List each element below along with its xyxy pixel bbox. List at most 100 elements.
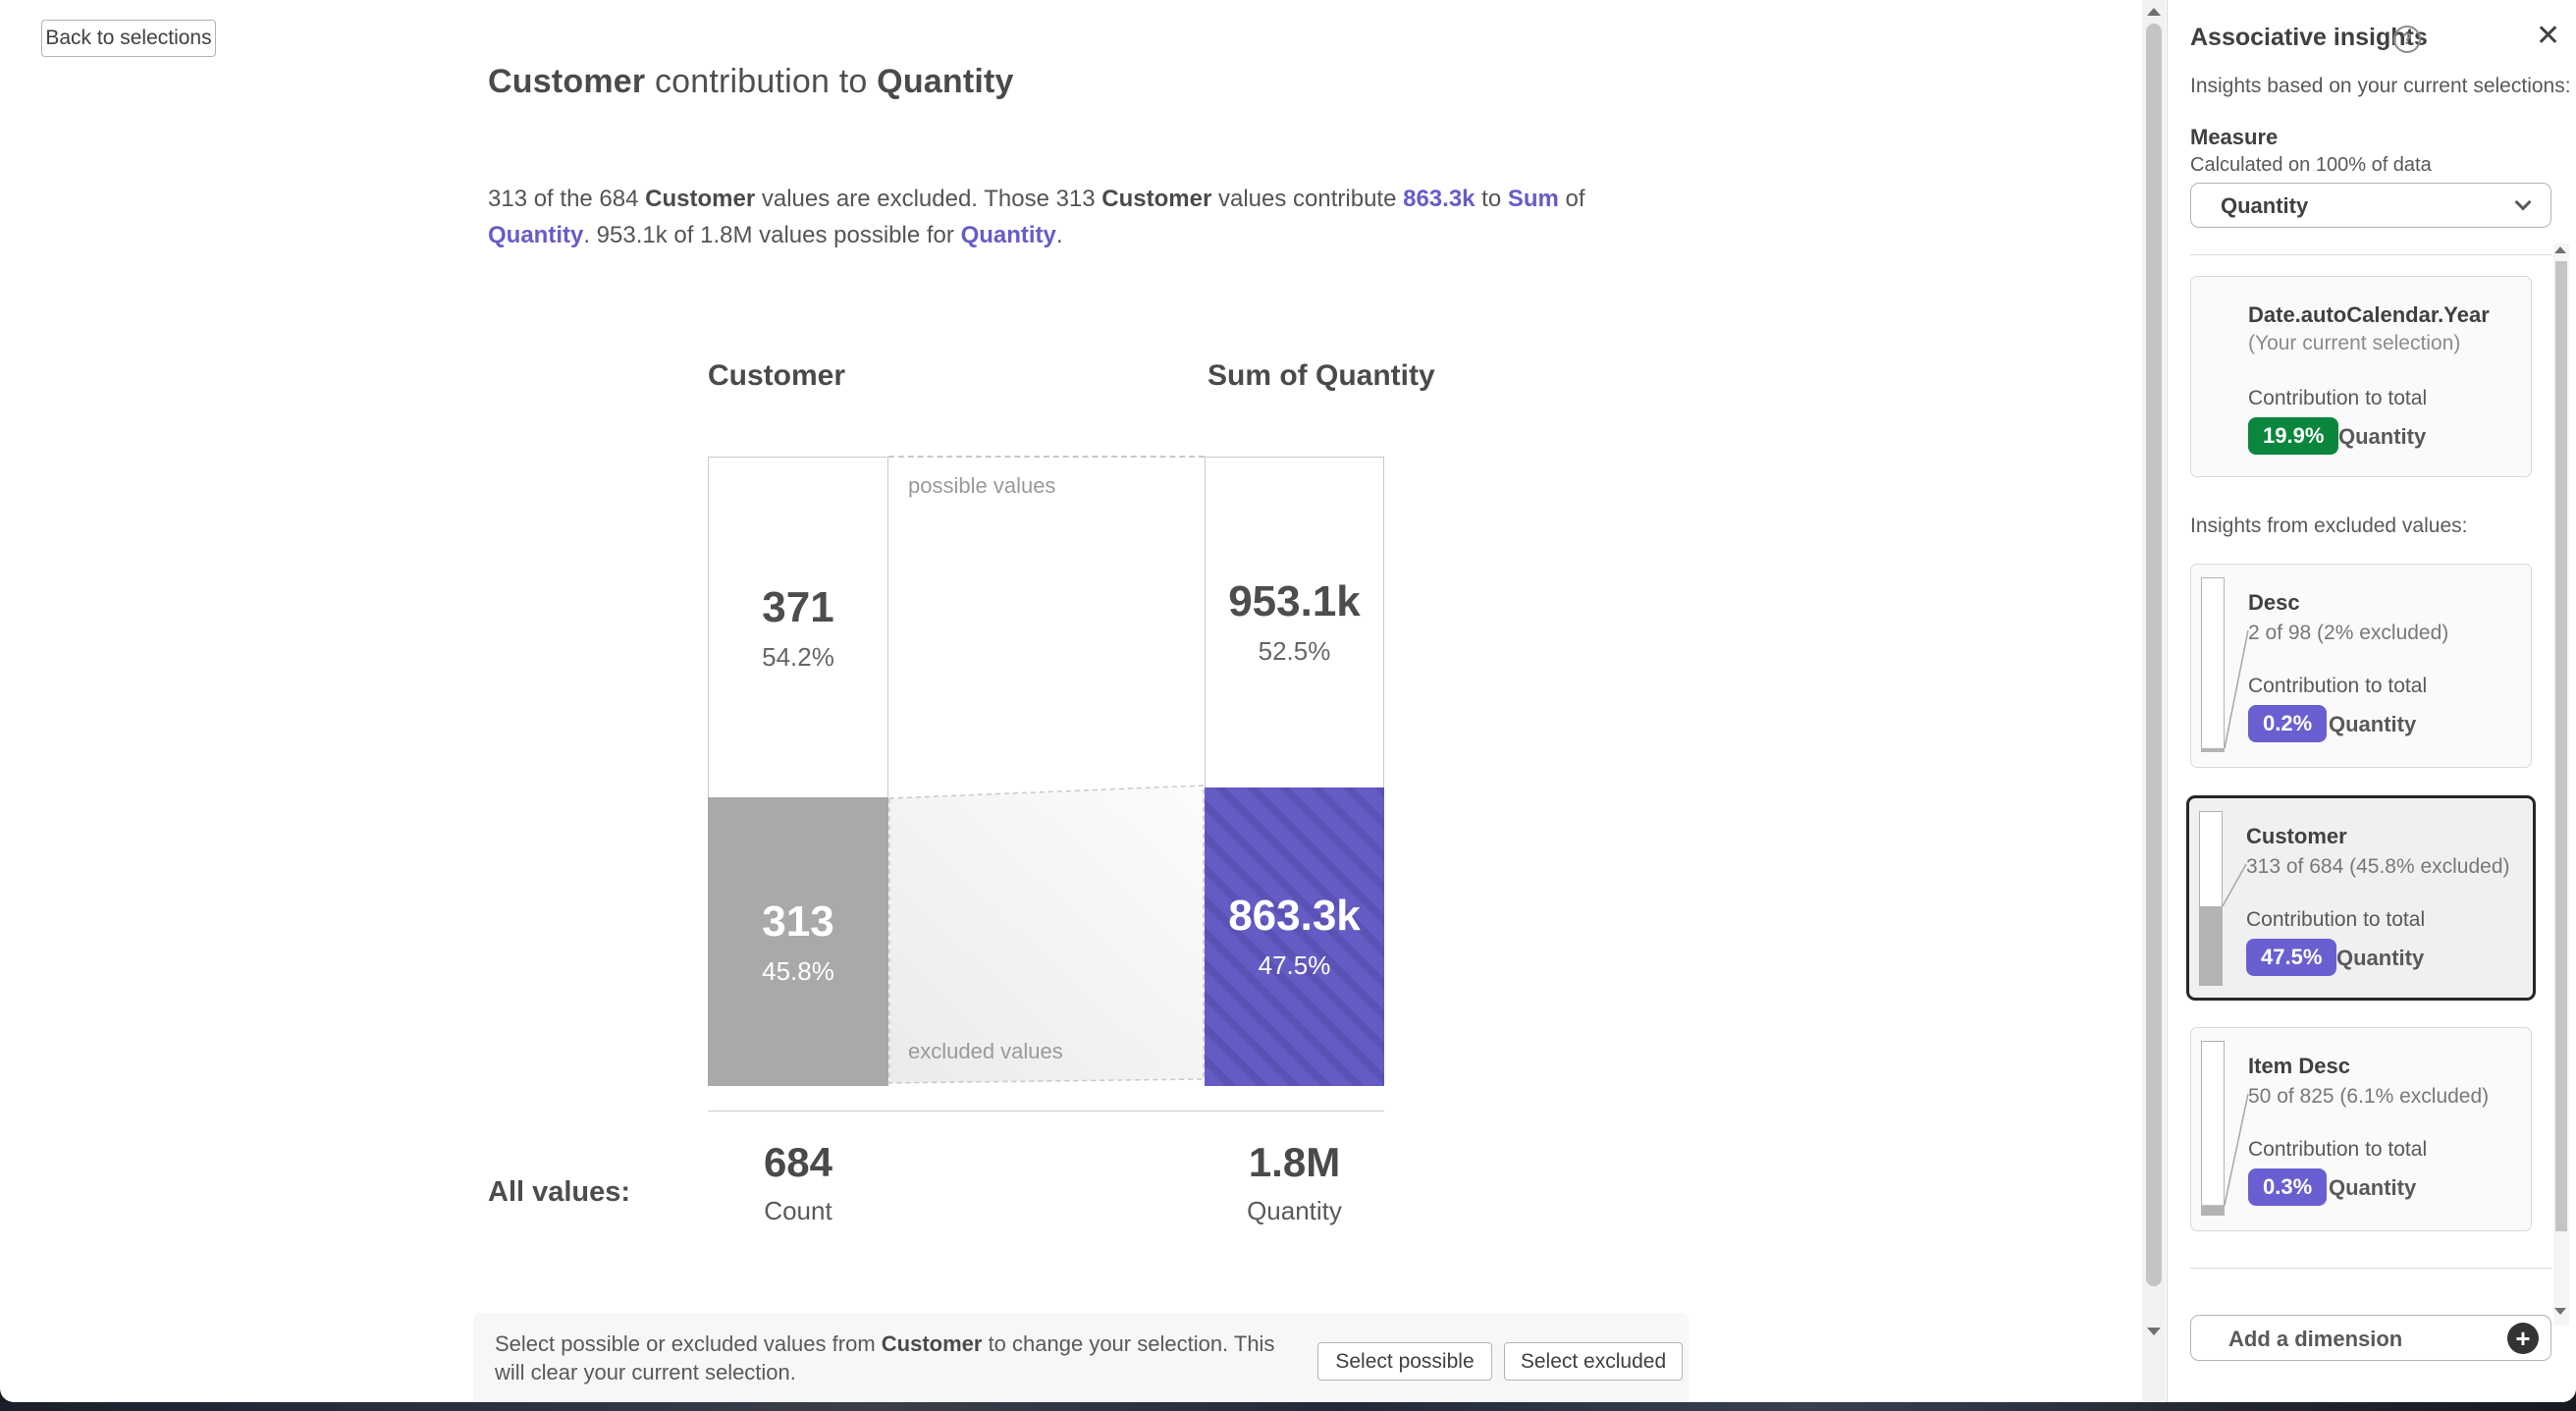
contribution-label: Contribution to total [2248,675,2428,697]
card-detail: 313 of 684 (45.8% excluded) [2246,855,2510,878]
contribution-label: Contribution to total [2246,908,2426,931]
title-dimension: Customer [488,63,646,100]
excluded-sum: 863.3k [1228,892,1361,941]
scrollbar-down-arrow[interactable] [2554,1308,2566,1315]
quantity-excluded-segment: 863.3k 47.5% [1205,787,1384,1086]
title-measure: Quantity [877,63,1014,100]
insight-card-item-desc[interactable]: Item Desc 50 of 825 (6.1% excluded) Cont… [2190,1027,2532,1231]
desc-text: 313 of the 684 [488,186,646,212]
add-dimension-label: Add a dimension [2228,1327,2403,1351]
chart-column-header-quantity: Sum of Quantity [1208,359,1435,392]
measure-label: Measure [2190,125,2279,149]
desc-text: . 953.1k of 1.8M values possible for [583,222,961,248]
card-measure-name: Quantity [2329,1175,2417,1200]
minibar-chart [2201,577,2249,752]
scrollbar-thumb[interactable] [2146,24,2162,1286]
card-measure-name: Quantity [2329,712,2417,736]
selection-hint-text: Select possible or excluded values from … [495,1330,1280,1386]
measure-subtext: Calculated on 100% of data [2190,154,2432,176]
contribution-label: Contribution to total [2248,1138,2428,1161]
scrollbar-up-arrow[interactable] [2554,246,2566,253]
desc-link-quantity[interactable]: Quantity [960,222,1056,248]
card-title: Desc [2248,590,2300,615]
all-values-label: All values: [488,1176,631,1208]
chart-column-header-customer: Customer [708,359,846,392]
desktop-background-strip [0,1402,2576,1411]
contribution-badge: 47.5% [2246,939,2337,976]
chevron-down-icon [2514,193,2532,211]
panel-title: Associative insights [2190,24,2428,51]
insight-card-customer-selected[interactable]: Customer 313 of 684 (45.8% excluded) Con… [2186,795,2536,1001]
contribution-label: Contribution to total [2248,387,2428,409]
contribution-badge: 0.2% [2248,705,2328,742]
selection-action-bar: Select possible or excluded values from … [473,1313,1689,1402]
measure-dropdown[interactable]: Quantity [2190,183,2551,228]
customer-excluded-segment: 313 45.8% [708,797,888,1086]
card-measure-name: Quantity [2338,424,2427,449]
card-measure-name: Quantity [2336,946,2425,970]
possible-values-label: possible values [908,473,1056,498]
excluded-values-label: excluded values [908,1039,1063,1063]
card-title: Date.autoCalendar.Year [2248,302,2490,327]
total-quantity-group: 1.8M Quantity [1205,1139,1384,1226]
panel-subtitle: Insights based on your current selection… [2190,75,2571,97]
insight-description: 313 of the 684 Customer values are exclu… [488,181,1622,253]
desc-link-value[interactable]: 863.3k [1403,186,1476,212]
minibar-chart [2201,1041,2249,1216]
card-title: Customer [2246,824,2347,848]
possible-percent: 54.2% [762,641,834,672]
insight-card-desc[interactable]: Desc 2 of 98 (2% excluded) Contribution … [2190,564,2532,768]
total-quantity-label: Quantity [1247,1196,1342,1225]
customer-possible-segment: 371 54.2% [708,457,888,798]
help-icon[interactable]: ? [2393,26,2421,53]
scrollbar-down-arrow[interactable] [2147,1328,2161,1335]
title-middle: contribution to [645,63,878,100]
insight-card-current-selection[interactable]: Date.autoCalendar.Year (Your current sel… [2190,276,2532,477]
possible-count: 371 [762,582,834,631]
minibar-chart [2199,811,2247,986]
plus-icon: + [2507,1323,2539,1354]
main-scrollbar[interactable] [2142,0,2166,1402]
panel-scrollbar[interactable] [2553,244,2569,1326]
desc-link-quantity[interactable]: Quantity [488,222,584,248]
excluded-insights-header: Insights from excluded values: [2190,515,2468,537]
desc-text: values contribute [1211,186,1404,212]
excluded-count: 313 [762,896,834,946]
select-excluded-button[interactable]: Select excluded [1504,1342,1683,1381]
total-count-value: 684 [763,1139,833,1185]
card-title: Item Desc [2248,1054,2350,1078]
panel-divider [2190,254,2551,255]
card-subtitle: (Your current selection) [2248,332,2461,354]
excluded-region-shape [888,785,1205,1084]
scrollbar-thumb[interactable] [2555,261,2567,1231]
card-detail: 50 of 825 (6.1% excluded) [2248,1085,2490,1108]
scrollbar-up-arrow[interactable] [2147,8,2161,16]
desc-link-sum[interactable]: Sum [1507,186,1559,212]
desc-bold-customer: Customer [645,186,756,212]
close-icon[interactable]: ✕ [2536,20,2561,52]
total-quantity-value: 1.8M [1248,1139,1341,1185]
hint-bold-customer: Customer [881,1331,983,1356]
page-title: Customer contribution to Quantity [488,63,1014,101]
possible-percent: 52.5% [1258,636,1331,667]
add-dimension-button[interactable]: Add a dimension + [2190,1315,2551,1361]
hint-text: to change your selection. This will clea… [495,1331,1275,1384]
chart-bar-customer: 371 54.2% 313 45.8% [708,457,888,1086]
hint-text: Select possible or excluded values from [495,1331,882,1356]
back-to-selections-button[interactable]: Back to selections [41,20,216,57]
possible-sum: 953.1k [1228,577,1361,626]
card-detail: 2 of 98 (2% excluded) [2248,622,2449,644]
associative-insights-panel: Associative insights ? ✕ Insights based … [2167,0,2576,1402]
quantity-possible-segment: 953.1k 52.5% [1205,457,1384,787]
possible-region-dashed-border [888,456,1205,458]
total-count-group: 684 Count [708,1139,888,1226]
select-possible-button[interactable]: Select possible [1317,1342,1492,1381]
contribution-badge: 19.9% [2248,417,2339,455]
desc-bold-customer: Customer [1101,186,1212,212]
desc-text: . [1055,222,1063,248]
desc-text: values are excluded. Those 313 [755,186,1102,212]
excluded-percent: 45.8% [762,955,834,986]
panel-divider [2190,1268,2551,1269]
desc-text: of [1558,186,1585,212]
